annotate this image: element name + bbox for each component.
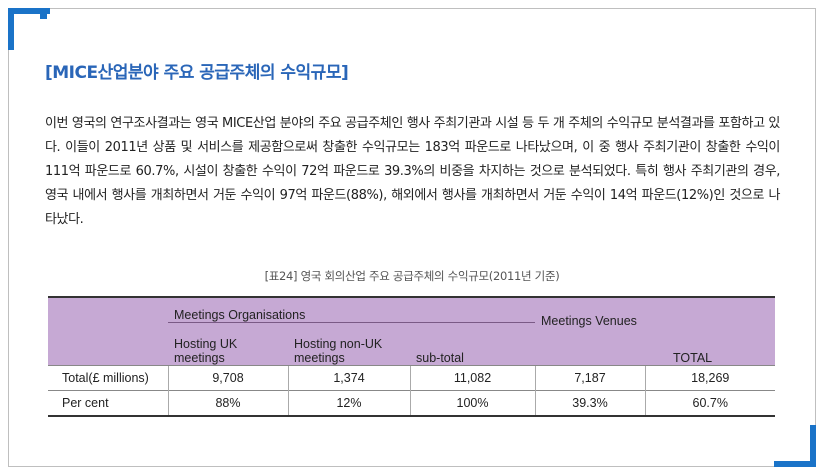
section-heading: [MICE산업분야 주요 공급주체의 수익규모]	[45, 63, 349, 83]
page-frame	[8, 8, 816, 467]
cell-subtotal: 100%	[409, 390, 535, 416]
cell-total: 60.7%	[644, 390, 775, 416]
table-row: Total(£ millions) 9,708 1,374 11,082 7,1…	[48, 365, 775, 391]
table-header-row: Meetings Organisations Meetings Venues	[48, 297, 775, 366]
header-empty-cell	[48, 322, 168, 366]
header-meetings-venues: Meetings Venues	[535, 297, 645, 366]
cell-non-uk: 12%	[287, 390, 410, 416]
row-label: Total(£ millions)	[48, 365, 168, 391]
table-subheader-row: Hosting UK meetings Hosting non-UK meeti…	[48, 322, 775, 366]
cell-venues: 39.3%	[534, 390, 645, 416]
row-label: Per cent	[48, 390, 168, 416]
cell-total: 18,269	[644, 365, 775, 391]
table-caption: [표24] 영국 회의산업 주요 공급주체의 수익규모(2011년 기준)	[264, 269, 560, 283]
table-row: Per cent 88% 12% 100% 39.3% 60.7%	[48, 390, 775, 416]
corner-decoration	[8, 8, 14, 50]
body-paragraph: 이번 영국의 연구조사결과는 영국 MICE산업 분야의 주요 공급주체인 행사…	[45, 116, 780, 227]
header-subtotal: sub-total	[410, 322, 535, 366]
cell-non-uk: 1,374	[287, 365, 410, 391]
header-total: TOTAL	[645, 322, 775, 366]
corner-decoration	[774, 461, 816, 467]
cell-venues: 7,187	[534, 365, 645, 391]
header-empty-cell	[645, 297, 775, 323]
cell-uk: 9,708	[167, 365, 288, 391]
cell-subtotal: 11,082	[409, 365, 535, 391]
header-meetings-organisations: Meetings Organisations	[168, 297, 535, 323]
header-empty-cell	[48, 297, 168, 323]
corner-decoration	[8, 8, 50, 14]
header-hosting-non-uk: Hosting non-UK meetings	[288, 322, 410, 366]
header-hosting-uk: Hosting UK meetings	[168, 322, 288, 366]
cell-uk: 88%	[167, 390, 288, 416]
corner-square	[40, 12, 47, 19]
corner-decoration	[810, 425, 816, 467]
revenue-table: Meetings Organisations Meetings Venues H…	[48, 296, 775, 417]
